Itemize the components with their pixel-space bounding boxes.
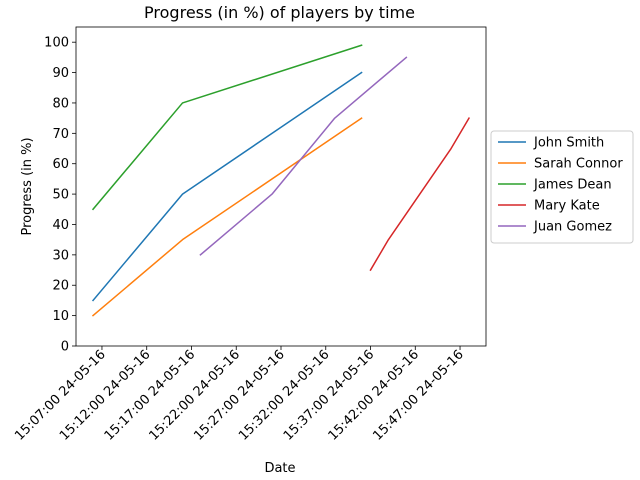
y-tick-label: 10 [52, 309, 69, 324]
legend-label-john-smith: John Smith [533, 136, 604, 151]
series-line-juan-gomez [199, 56, 408, 256]
y-tick-label: 40 [52, 218, 69, 233]
x-axis-title: Date [264, 461, 295, 476]
x-tick-label: 15:47:00 24-05-16 [370, 347, 467, 444]
series-line-john-smith [91, 71, 363, 302]
legend: John Smith Sarah Connor James Dean Mary Kat… [490, 130, 634, 244]
y-tick-label: 100 [44, 36, 69, 51]
y-tick-label: 20 [52, 279, 69, 294]
y-tick-label: 30 [52, 248, 69, 263]
y-tick-label: 70 [52, 127, 69, 142]
series-layer [91, 44, 471, 317]
series-line-mary-kate [369, 117, 471, 272]
y-axis-title: Progress (in %) [20, 137, 35, 235]
y-axis: 0 10 20 30 40 50 60 70 80 90 100 [44, 36, 76, 355]
y-tick-label: 90 [52, 66, 69, 81]
series-line-james-dean [91, 44, 363, 211]
y-tick-label: 60 [52, 157, 69, 172]
legend-label-juan-gomez: Juan Gomez [533, 220, 612, 235]
y-tick-label: 0 [61, 340, 69, 355]
series-line-sarah-connor [91, 117, 363, 317]
legend-label-mary-kate: Mary Kate [534, 199, 600, 214]
y-tick-label: 80 [52, 96, 69, 111]
chart-title: Progress (in %) of players by time [144, 3, 415, 22]
legend-label-james-dean: James Dean [533, 178, 612, 193]
legend-box [490, 130, 634, 244]
legend-label-sarah-connor: Sarah Connor [534, 157, 623, 172]
y-tick-label: 50 [52, 188, 69, 203]
